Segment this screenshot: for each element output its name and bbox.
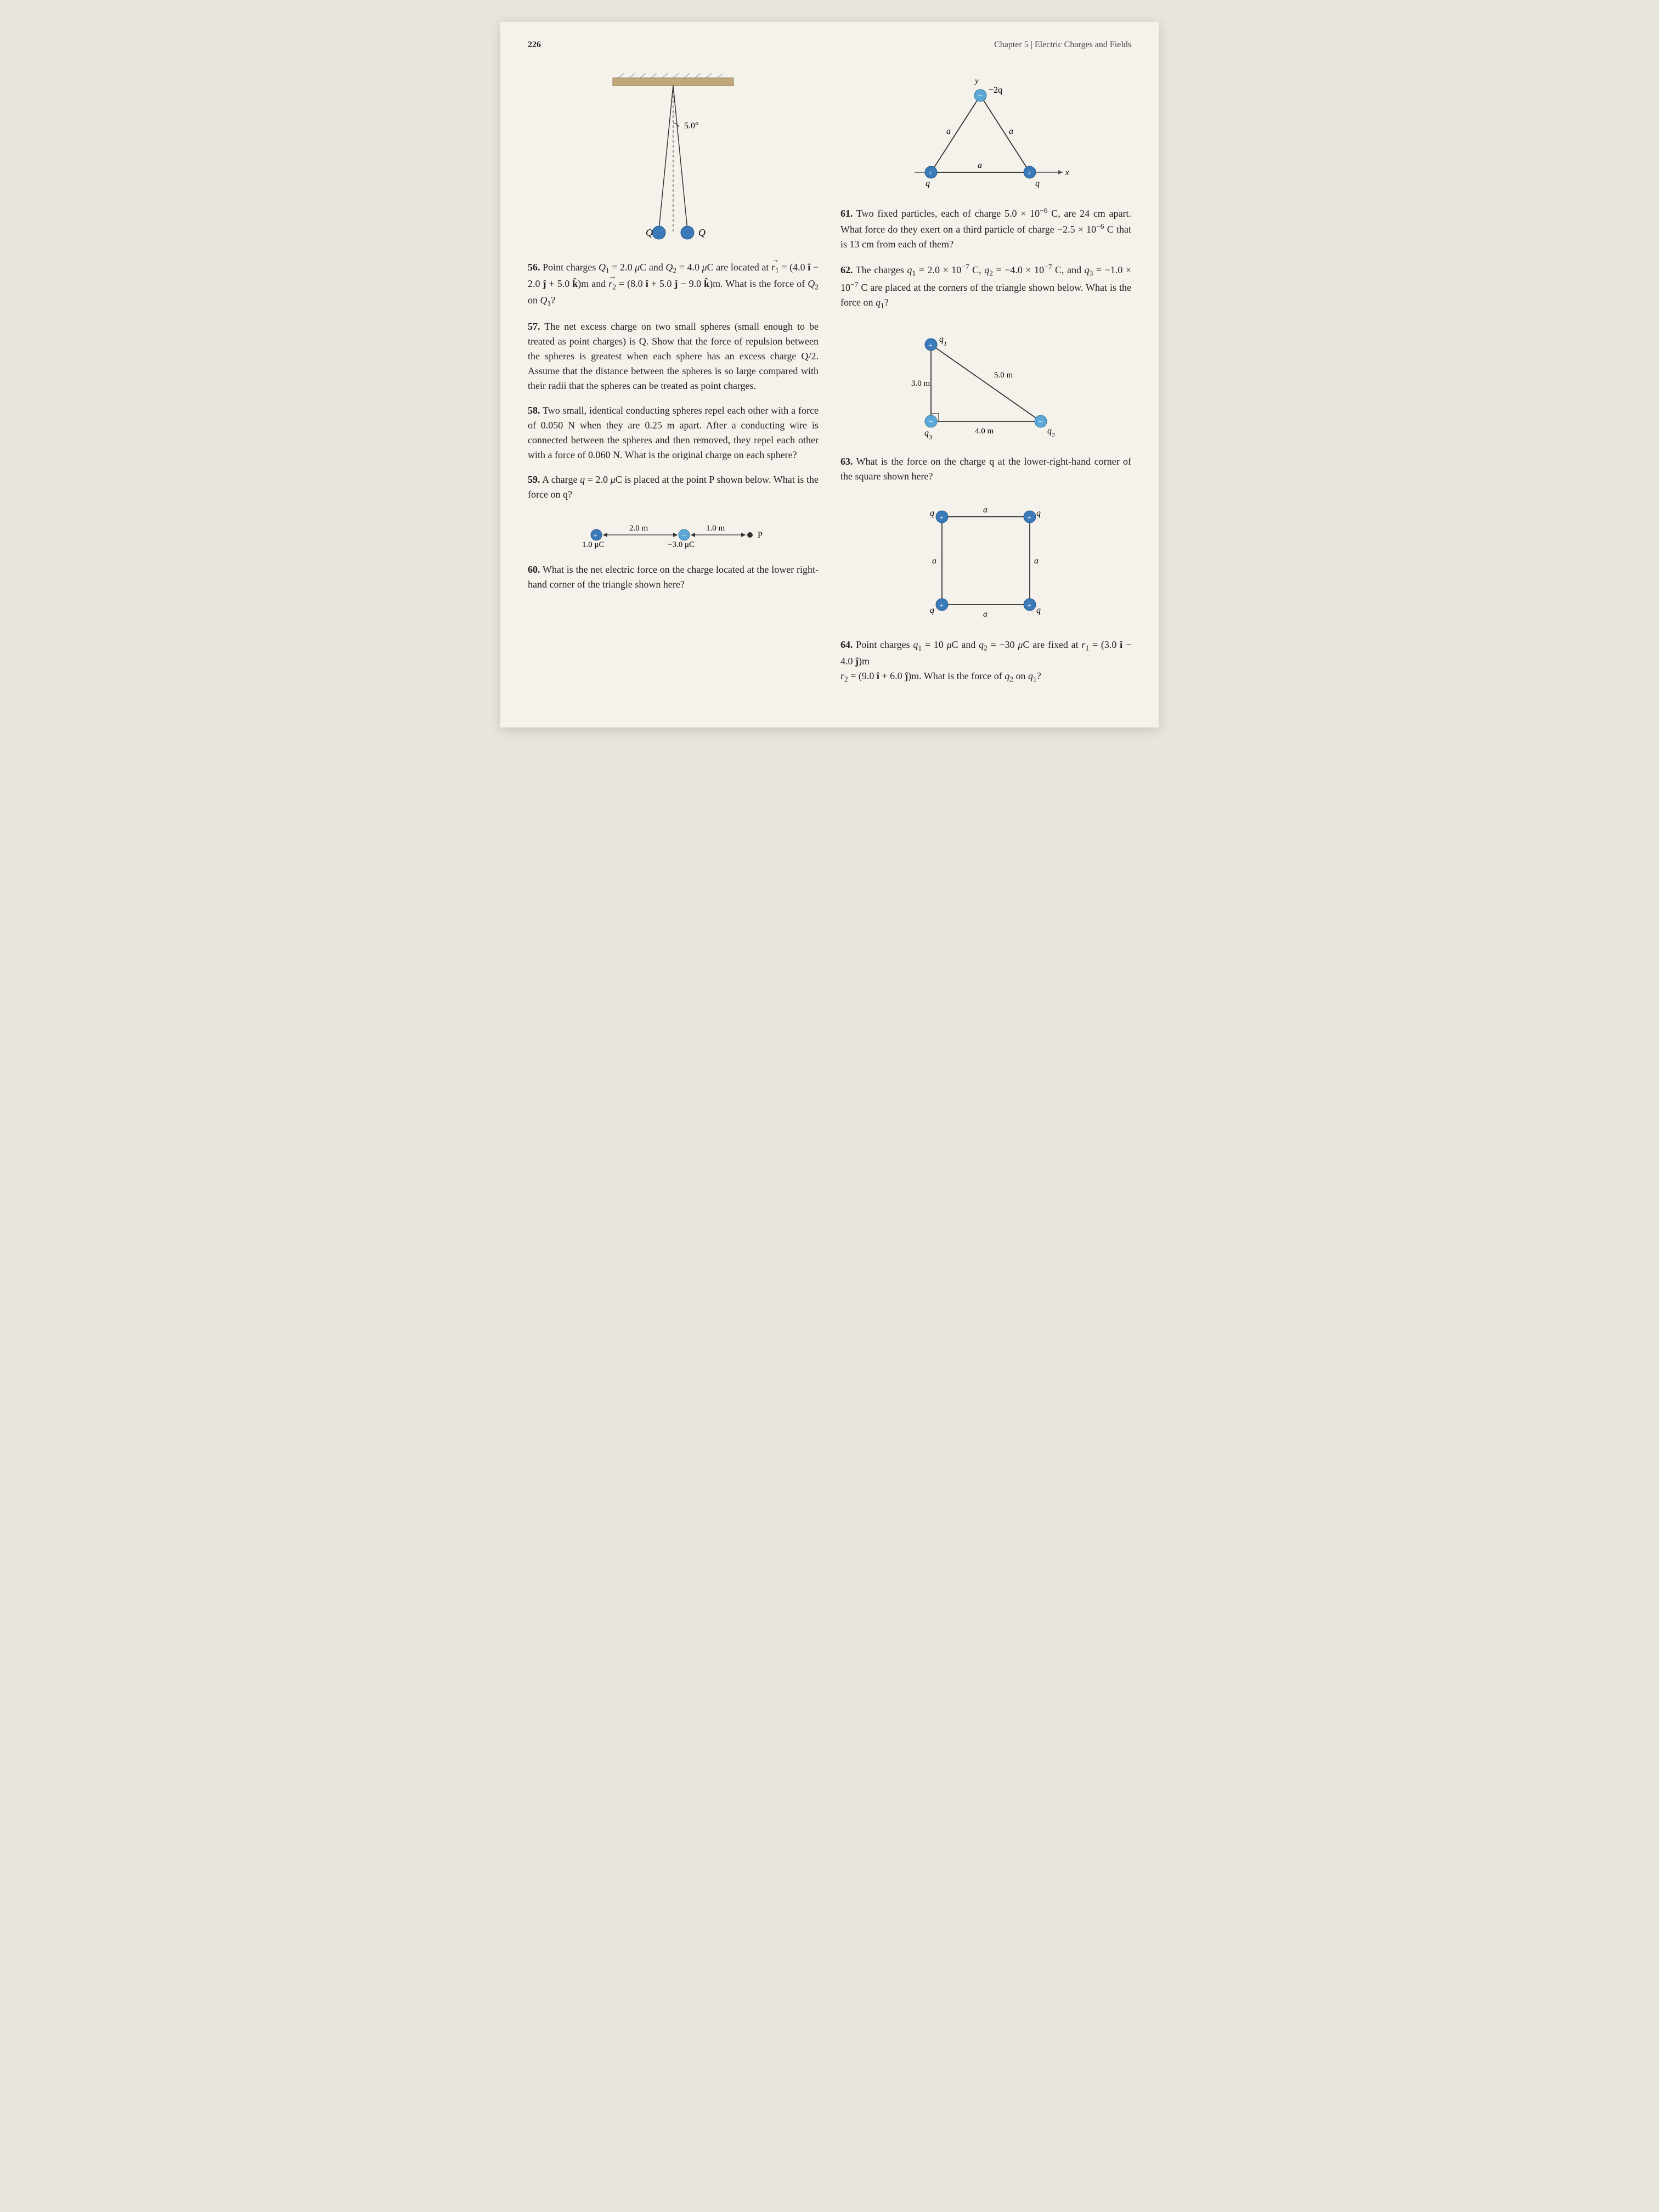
problem-text: Two fixed particles, each of charge 5.0 … bbox=[840, 208, 1131, 250]
svg-text:q2: q2 bbox=[1047, 426, 1055, 439]
problem-62-figure: + − − q1 3.0 m 4.0 m 5.0 m q3 q2 bbox=[840, 323, 1131, 443]
svg-text:5.0 m: 5.0 m bbox=[994, 371, 1013, 380]
problem-number: 59. bbox=[528, 474, 540, 485]
problem-number: 62. bbox=[840, 264, 853, 275]
svg-text:q: q bbox=[1036, 606, 1041, 615]
svg-text:q: q bbox=[930, 606, 934, 615]
svg-text:+: + bbox=[1027, 514, 1031, 522]
problem-text: Two small, identical conducting spheres … bbox=[528, 405, 819, 460]
svg-text:+: + bbox=[1027, 602, 1031, 610]
problem-64: 64. Point charges q1 = 10 μC and q2 = −3… bbox=[840, 637, 1131, 685]
problem-number: 56. bbox=[528, 262, 540, 273]
svg-text:a: a bbox=[978, 161, 982, 170]
page-header: 226 Chapter 5 | Electric Charges and Fie… bbox=[528, 38, 1131, 52]
svg-text:+: + bbox=[939, 514, 944, 522]
svg-text:a: a bbox=[983, 610, 988, 619]
svg-text:x: x bbox=[1065, 168, 1069, 177]
svg-text:+: + bbox=[939, 602, 944, 610]
svg-text:−2q: −2q bbox=[989, 86, 1002, 95]
svg-text:a: a bbox=[1009, 127, 1013, 136]
problem-62: 62. The charges q1 = 2.0 × 10−7 C, q2 = … bbox=[840, 262, 1131, 443]
svg-text:−: − bbox=[978, 92, 983, 101]
svg-text:Q: Q bbox=[646, 227, 653, 238]
problem-text: What is the force on the charge q at the… bbox=[840, 456, 1131, 482]
chapter-title: Chapter 5 | Electric Charges and Fields bbox=[994, 38, 1131, 52]
svg-text:q: q bbox=[930, 509, 934, 518]
problem-61: 61. Two fixed particles, each of charge … bbox=[840, 205, 1131, 252]
problem-number: 58. bbox=[528, 405, 540, 416]
svg-text:q: q bbox=[1035, 179, 1040, 188]
page-number: 226 bbox=[528, 38, 541, 52]
svg-text:4.0 m: 4.0 m bbox=[975, 427, 994, 436]
svg-text:5.0°: 5.0° bbox=[684, 121, 698, 131]
svg-text:−: − bbox=[1038, 417, 1043, 427]
svg-text:q: q bbox=[1036, 509, 1041, 518]
svg-text:−3.0 μC: −3.0 μC bbox=[668, 540, 695, 549]
svg-text:+: + bbox=[928, 342, 933, 350]
svg-text:1.0 m: 1.0 m bbox=[706, 524, 725, 533]
content-columns: 5.0° Q Q 56. Point charges Q1 = 2.0 μC a… bbox=[528, 63, 1131, 695]
svg-text:2.0 m: 2.0 m bbox=[629, 524, 648, 533]
problem-number: 63. bbox=[840, 456, 853, 467]
problem-text: The charges q1 = 2.0 × 10−7 C, q2 = −4.0… bbox=[840, 264, 1131, 308]
problem-60: 60. What is the net electric force on th… bbox=[528, 562, 819, 592]
problem-text: A charge q = 2.0 μC is placed at the poi… bbox=[528, 474, 819, 500]
right-column: x y − + + −2q a a bbox=[840, 63, 1131, 695]
problem-57: 57. The net excess charge on two small s… bbox=[528, 319, 819, 393]
svg-text:q3: q3 bbox=[924, 428, 932, 441]
svg-text:a: a bbox=[946, 127, 951, 136]
problem-59: 59. A charge q = 2.0 μC is placed at the… bbox=[528, 472, 819, 551]
problem-number: 57. bbox=[528, 321, 540, 332]
svg-text:q: q bbox=[926, 179, 930, 188]
svg-text:−: − bbox=[681, 531, 686, 540]
svg-text:1.0 μC: 1.0 μC bbox=[582, 540, 605, 549]
svg-text:Q: Q bbox=[698, 227, 706, 238]
svg-text:+: + bbox=[1027, 170, 1031, 178]
problem-text: Point charges Q1 = 2.0 μC and Q2 = 4.0 μ… bbox=[528, 262, 819, 306]
problem-56: 56. Point charges Q1 = 2.0 μC and Q2 = 4… bbox=[528, 260, 819, 309]
left-column: 5.0° Q Q 56. Point charges Q1 = 2.0 μC a… bbox=[528, 63, 819, 695]
problem-text: The net excess charge on two small spher… bbox=[528, 321, 819, 391]
textbook-page: 226 Chapter 5 | Electric Charges and Fie… bbox=[500, 22, 1159, 727]
problem-59-figure: + − 2.0 m 1.0 m 1.0 μC bbox=[528, 513, 819, 551]
problem-text: Point charges q1 = 10 μC and q2 = −30 μC… bbox=[840, 639, 1131, 681]
svg-text:3.0 m: 3.0 m bbox=[911, 379, 930, 388]
pendulum-figure: 5.0° Q Q bbox=[528, 74, 819, 249]
svg-text:a: a bbox=[932, 556, 936, 566]
problem-58: 58. Two small, identical conducting sphe… bbox=[528, 403, 819, 462]
problem-number: 61. bbox=[840, 208, 853, 219]
svg-text:a: a bbox=[1034, 556, 1039, 566]
svg-text:−: − bbox=[928, 417, 933, 427]
svg-text:+: + bbox=[928, 170, 933, 178]
svg-text:P: P bbox=[758, 531, 763, 540]
problem-number: 64. bbox=[840, 639, 853, 650]
problem-63-figure: + + + + q q q q a a a a bbox=[840, 495, 1131, 627]
problem-number: 60. bbox=[528, 564, 540, 575]
svg-text:y: y bbox=[974, 77, 979, 86]
problem-63: 63. What is the force on the charge q at… bbox=[840, 454, 1131, 627]
svg-text:a: a bbox=[983, 505, 988, 515]
svg-text:+: + bbox=[593, 532, 597, 540]
svg-text:q1: q1 bbox=[939, 335, 947, 347]
problem-text: What is the net electric force on the ch… bbox=[528, 564, 819, 590]
problem-60-figure: x y − + + −2q a a bbox=[840, 74, 1131, 194]
